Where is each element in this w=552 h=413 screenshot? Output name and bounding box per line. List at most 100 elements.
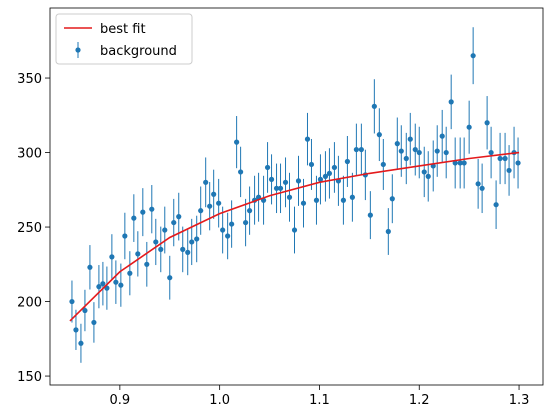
data-point — [443, 149, 449, 156]
data-point — [162, 227, 168, 233]
data-point — [87, 264, 93, 270]
data-point — [291, 227, 298, 233]
y-tick-label: 200 — [17, 296, 42, 311]
data-point — [171, 219, 177, 226]
data-point — [322, 173, 329, 179]
data-point — [167, 275, 173, 281]
data-point — [96, 284, 102, 290]
data-point — [113, 279, 119, 285]
y-tick-label: 250 — [17, 221, 42, 236]
data-point — [69, 298, 75, 305]
data-point — [461, 160, 467, 166]
y-tick-label: 300 — [17, 147, 42, 162]
data-point — [176, 214, 182, 220]
data-point — [439, 133, 445, 139]
x-tick-label: 0.9 — [110, 393, 131, 408]
data-point — [109, 254, 115, 260]
data-point — [340, 197, 347, 203]
data-point — [220, 227, 226, 233]
data-point — [434, 148, 440, 154]
data-point — [317, 176, 324, 182]
data-point — [358, 146, 364, 153]
data-point — [189, 239, 195, 245]
plot-area — [69, 27, 521, 363]
data-point — [91, 319, 97, 326]
data-point — [506, 167, 512, 174]
data-point — [229, 221, 235, 227]
data-point — [264, 164, 271, 171]
x-tick-label: 1.3 — [509, 393, 530, 408]
data-point — [144, 261, 150, 267]
legend: best fit background — [55, 13, 193, 65]
data-point — [308, 161, 315, 168]
data-point — [349, 194, 355, 200]
data-point — [300, 200, 307, 206]
data-point — [153, 239, 159, 245]
legend-swatch — [75, 47, 81, 53]
data-point — [394, 141, 400, 147]
data-point — [313, 197, 320, 203]
data-point — [452, 160, 458, 166]
data-point — [225, 233, 231, 239]
data-point — [412, 146, 418, 153]
data-point — [389, 196, 395, 202]
data-point — [238, 169, 244, 175]
data-point — [407, 136, 413, 142]
data-point — [470, 53, 476, 59]
data-point — [198, 208, 204, 214]
data-point — [502, 155, 508, 162]
data-point — [326, 170, 333, 177]
data-point — [488, 149, 494, 156]
x-tick-label: 1.0 — [209, 393, 230, 408]
x-tick-label: 1.1 — [309, 393, 330, 408]
data-point — [493, 202, 499, 208]
data-point — [484, 120, 490, 126]
data-point — [158, 246, 164, 252]
data-point — [243, 219, 249, 226]
data-point — [367, 212, 373, 218]
data-point — [353, 146, 359, 153]
data-point — [127, 270, 133, 276]
data-point — [82, 307, 88, 314]
data-point — [246, 208, 253, 214]
data-point — [466, 124, 472, 130]
data-point — [497, 155, 503, 162]
data-point — [78, 340, 84, 346]
legend-label: best fit — [100, 22, 146, 37]
data-point — [73, 327, 79, 333]
data-point — [515, 160, 521, 166]
data-point — [416, 149, 422, 156]
data-point — [371, 103, 377, 109]
data-point — [122, 233, 128, 239]
data-point — [425, 173, 431, 179]
data-point — [282, 179, 289, 185]
data-point — [194, 236, 200, 242]
data-point — [273, 185, 280, 191]
axes-frame — [49, 7, 544, 386]
data-point — [286, 194, 293, 200]
data-point — [203, 179, 209, 185]
x-tick-label: 1.2 — [409, 393, 430, 408]
data-point — [216, 200, 222, 206]
legend-label: background — [100, 44, 177, 59]
data-point — [268, 176, 275, 182]
data-point — [131, 215, 137, 221]
y-tick-label: 150 — [17, 370, 42, 385]
legend-box — [55, 13, 193, 65]
data-point — [149, 206, 155, 212]
data-point — [421, 169, 427, 175]
data-point — [344, 158, 350, 165]
data-point — [331, 164, 338, 171]
data-point — [457, 160, 463, 166]
data-point — [100, 281, 106, 287]
data-point — [207, 203, 213, 209]
data-point — [385, 228, 391, 235]
data-point — [475, 181, 481, 187]
data-point — [180, 246, 186, 252]
data-point — [135, 251, 141, 257]
data-point — [140, 209, 146, 215]
data-point — [118, 282, 124, 288]
data-point — [448, 99, 454, 105]
data-point — [211, 191, 217, 197]
